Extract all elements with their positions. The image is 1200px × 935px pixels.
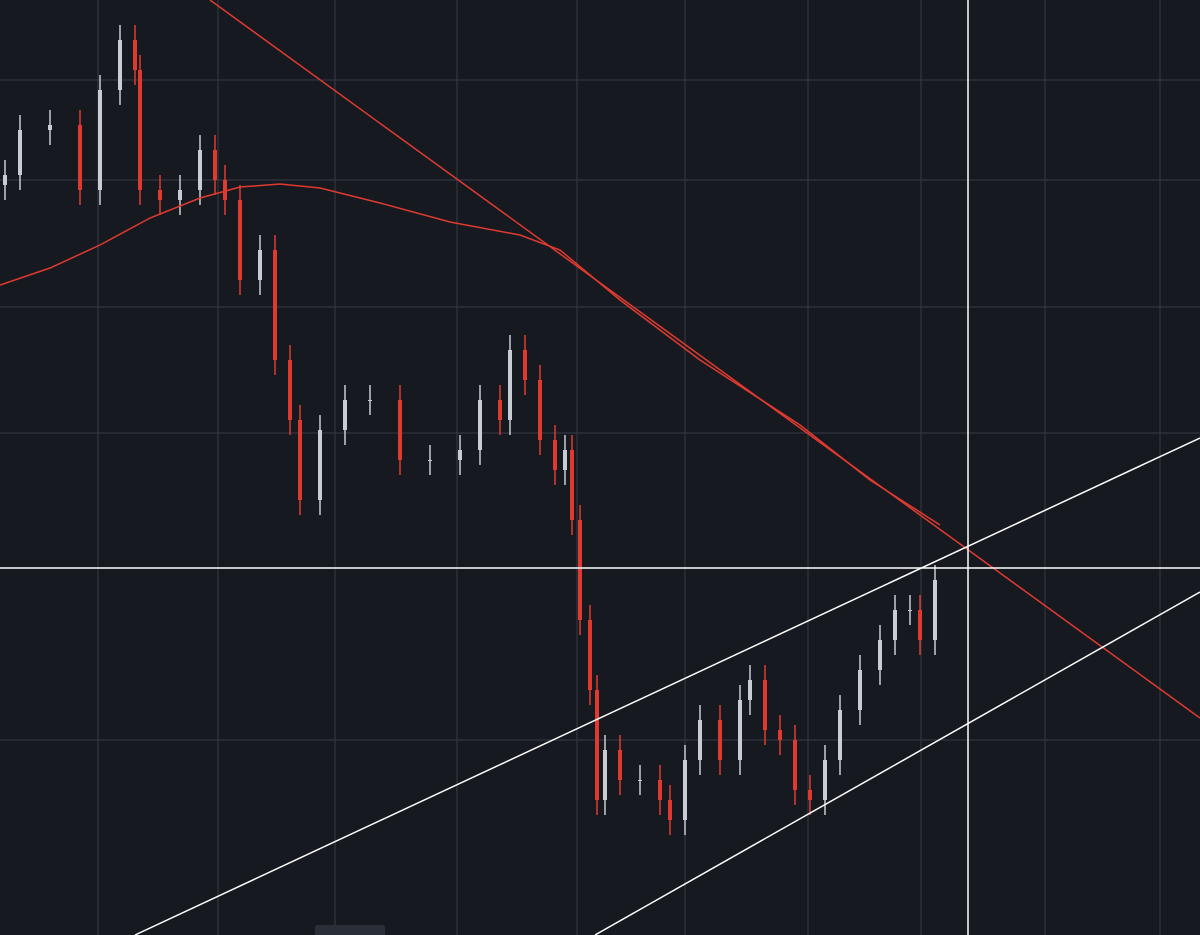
- candle-body: [858, 670, 862, 710]
- candle-body: [838, 710, 842, 760]
- candle-body: [98, 90, 102, 190]
- candle-body: [298, 420, 302, 500]
- candle-body: [258, 250, 262, 280]
- candle-body: [668, 800, 672, 820]
- candle-body: [638, 780, 642, 781]
- candle-body: [223, 180, 227, 200]
- candle-body: [523, 350, 527, 380]
- candle-body: [138, 70, 142, 190]
- candle-body: [933, 580, 937, 640]
- candle-body: [578, 520, 582, 620]
- trend-line: [594, 591, 1200, 935]
- candle-body: [158, 190, 162, 200]
- candle-body: [683, 760, 687, 820]
- candle-body: [368, 400, 372, 401]
- candle-body: [18, 130, 22, 175]
- trend-line: [209, 0, 1200, 719]
- candle-body: [658, 780, 662, 800]
- candle-body: [918, 610, 922, 640]
- candle-body: [603, 750, 607, 800]
- candle-body: [698, 720, 702, 760]
- candle-body: [238, 200, 242, 280]
- candle-body: [618, 750, 622, 780]
- candle-body: [748, 680, 752, 700]
- candle-body: [563, 450, 567, 470]
- toolbar-fragment[interactable]: [315, 925, 385, 935]
- trend-line: [134, 437, 1200, 935]
- candle-body: [553, 440, 557, 470]
- candle-body: [78, 125, 82, 190]
- candle-body: [778, 730, 782, 740]
- candle-body: [398, 400, 402, 460]
- candle-body: [48, 125, 52, 130]
- candle-body: [288, 360, 292, 420]
- candle-body: [458, 450, 462, 460]
- candle-body: [318, 430, 322, 500]
- candle-body: [893, 610, 897, 640]
- candle-body: [498, 400, 502, 420]
- candle-body: [273, 250, 277, 360]
- candle-body: [808, 790, 812, 800]
- candle-body: [738, 700, 742, 760]
- candle-body: [478, 400, 482, 450]
- candle-body: [118, 40, 122, 90]
- candle-body: [718, 720, 722, 760]
- candle-body: [588, 620, 592, 690]
- candle-body: [198, 150, 202, 190]
- candle-body: [428, 460, 432, 461]
- candle-body: [793, 740, 797, 790]
- candle-body: [538, 380, 542, 440]
- candle-body: [213, 150, 217, 180]
- candle-body: [570, 450, 574, 520]
- candle-body: [908, 610, 912, 611]
- candle-body: [343, 400, 347, 430]
- candle-body: [878, 640, 882, 670]
- candle-body: [3, 175, 7, 185]
- candle-body: [508, 350, 512, 420]
- candle-body: [763, 680, 767, 730]
- moving-average: [0, 183, 941, 526]
- candle-body: [823, 760, 827, 800]
- candle-body: [178, 190, 182, 200]
- candle-body: [595, 690, 599, 800]
- candle-body: [133, 40, 137, 70]
